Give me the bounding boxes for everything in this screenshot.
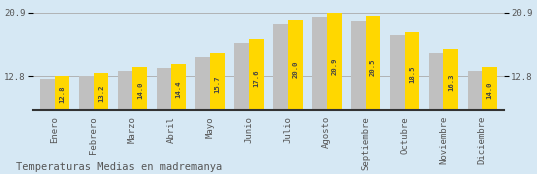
Bar [404,31,419,110]
Bar [351,21,366,110]
Text: 20.9: 20.9 [331,57,337,75]
Text: 18.5: 18.5 [409,66,415,83]
Bar [482,67,497,110]
Bar [444,49,458,110]
Bar [79,76,93,110]
Bar [273,24,288,110]
Text: 20.5: 20.5 [370,59,376,76]
Text: 14.0: 14.0 [137,82,143,99]
Bar [234,42,249,110]
Text: 15.7: 15.7 [215,76,221,93]
Bar [55,76,69,110]
Text: 16.3: 16.3 [448,74,454,91]
Bar [195,57,210,110]
Text: Temperaturas Medias en madremanya: Temperaturas Medias en madremanya [16,162,222,172]
Text: 14.4: 14.4 [176,80,182,98]
Bar [171,64,186,110]
Bar [327,13,342,110]
Bar [366,16,380,110]
Text: 17.6: 17.6 [253,69,259,86]
Bar [288,20,303,110]
Bar [40,79,55,110]
Bar [312,17,327,110]
Bar [390,35,404,110]
Text: 13.2: 13.2 [98,85,104,102]
Bar [429,53,444,110]
Bar [210,53,225,110]
Bar [118,71,133,110]
Bar [249,39,264,110]
Bar [133,67,147,110]
Bar [93,73,108,110]
Text: 20.0: 20.0 [292,61,299,78]
Text: 12.8: 12.8 [59,86,65,103]
Bar [157,68,171,110]
Bar [468,71,482,110]
Text: 14.0: 14.0 [487,82,493,99]
